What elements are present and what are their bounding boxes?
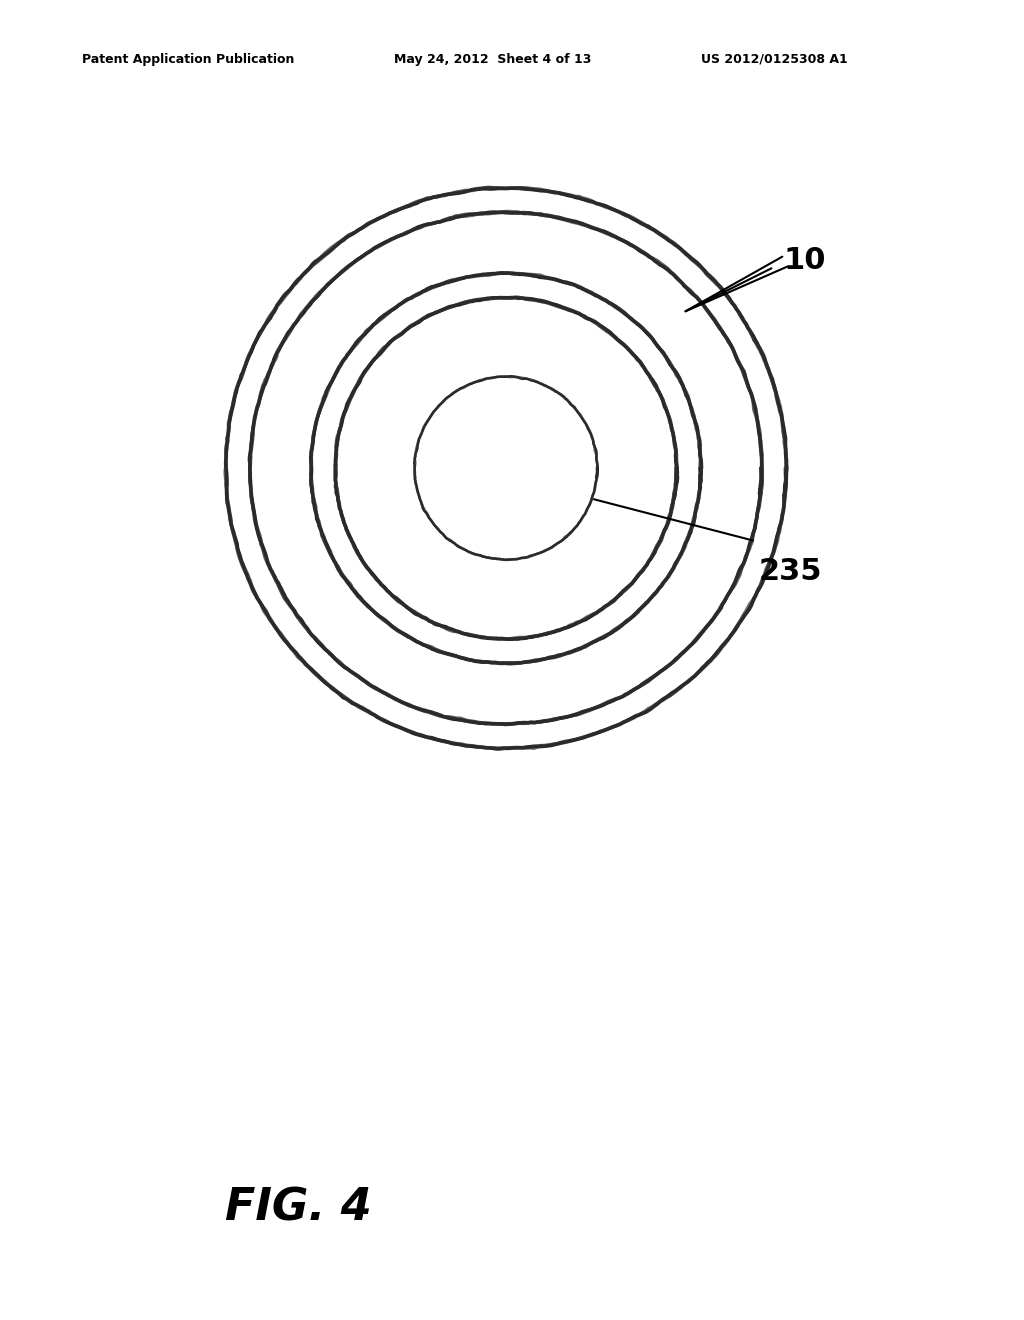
Text: 235: 235 (758, 557, 821, 586)
Text: Patent Application Publication: Patent Application Publication (82, 53, 294, 66)
Text: 10: 10 (783, 247, 826, 276)
Text: May 24, 2012  Sheet 4 of 13: May 24, 2012 Sheet 4 of 13 (394, 53, 592, 66)
Text: US 2012/0125308 A1: US 2012/0125308 A1 (701, 53, 848, 66)
Text: FIG. 4: FIG. 4 (225, 1187, 372, 1229)
